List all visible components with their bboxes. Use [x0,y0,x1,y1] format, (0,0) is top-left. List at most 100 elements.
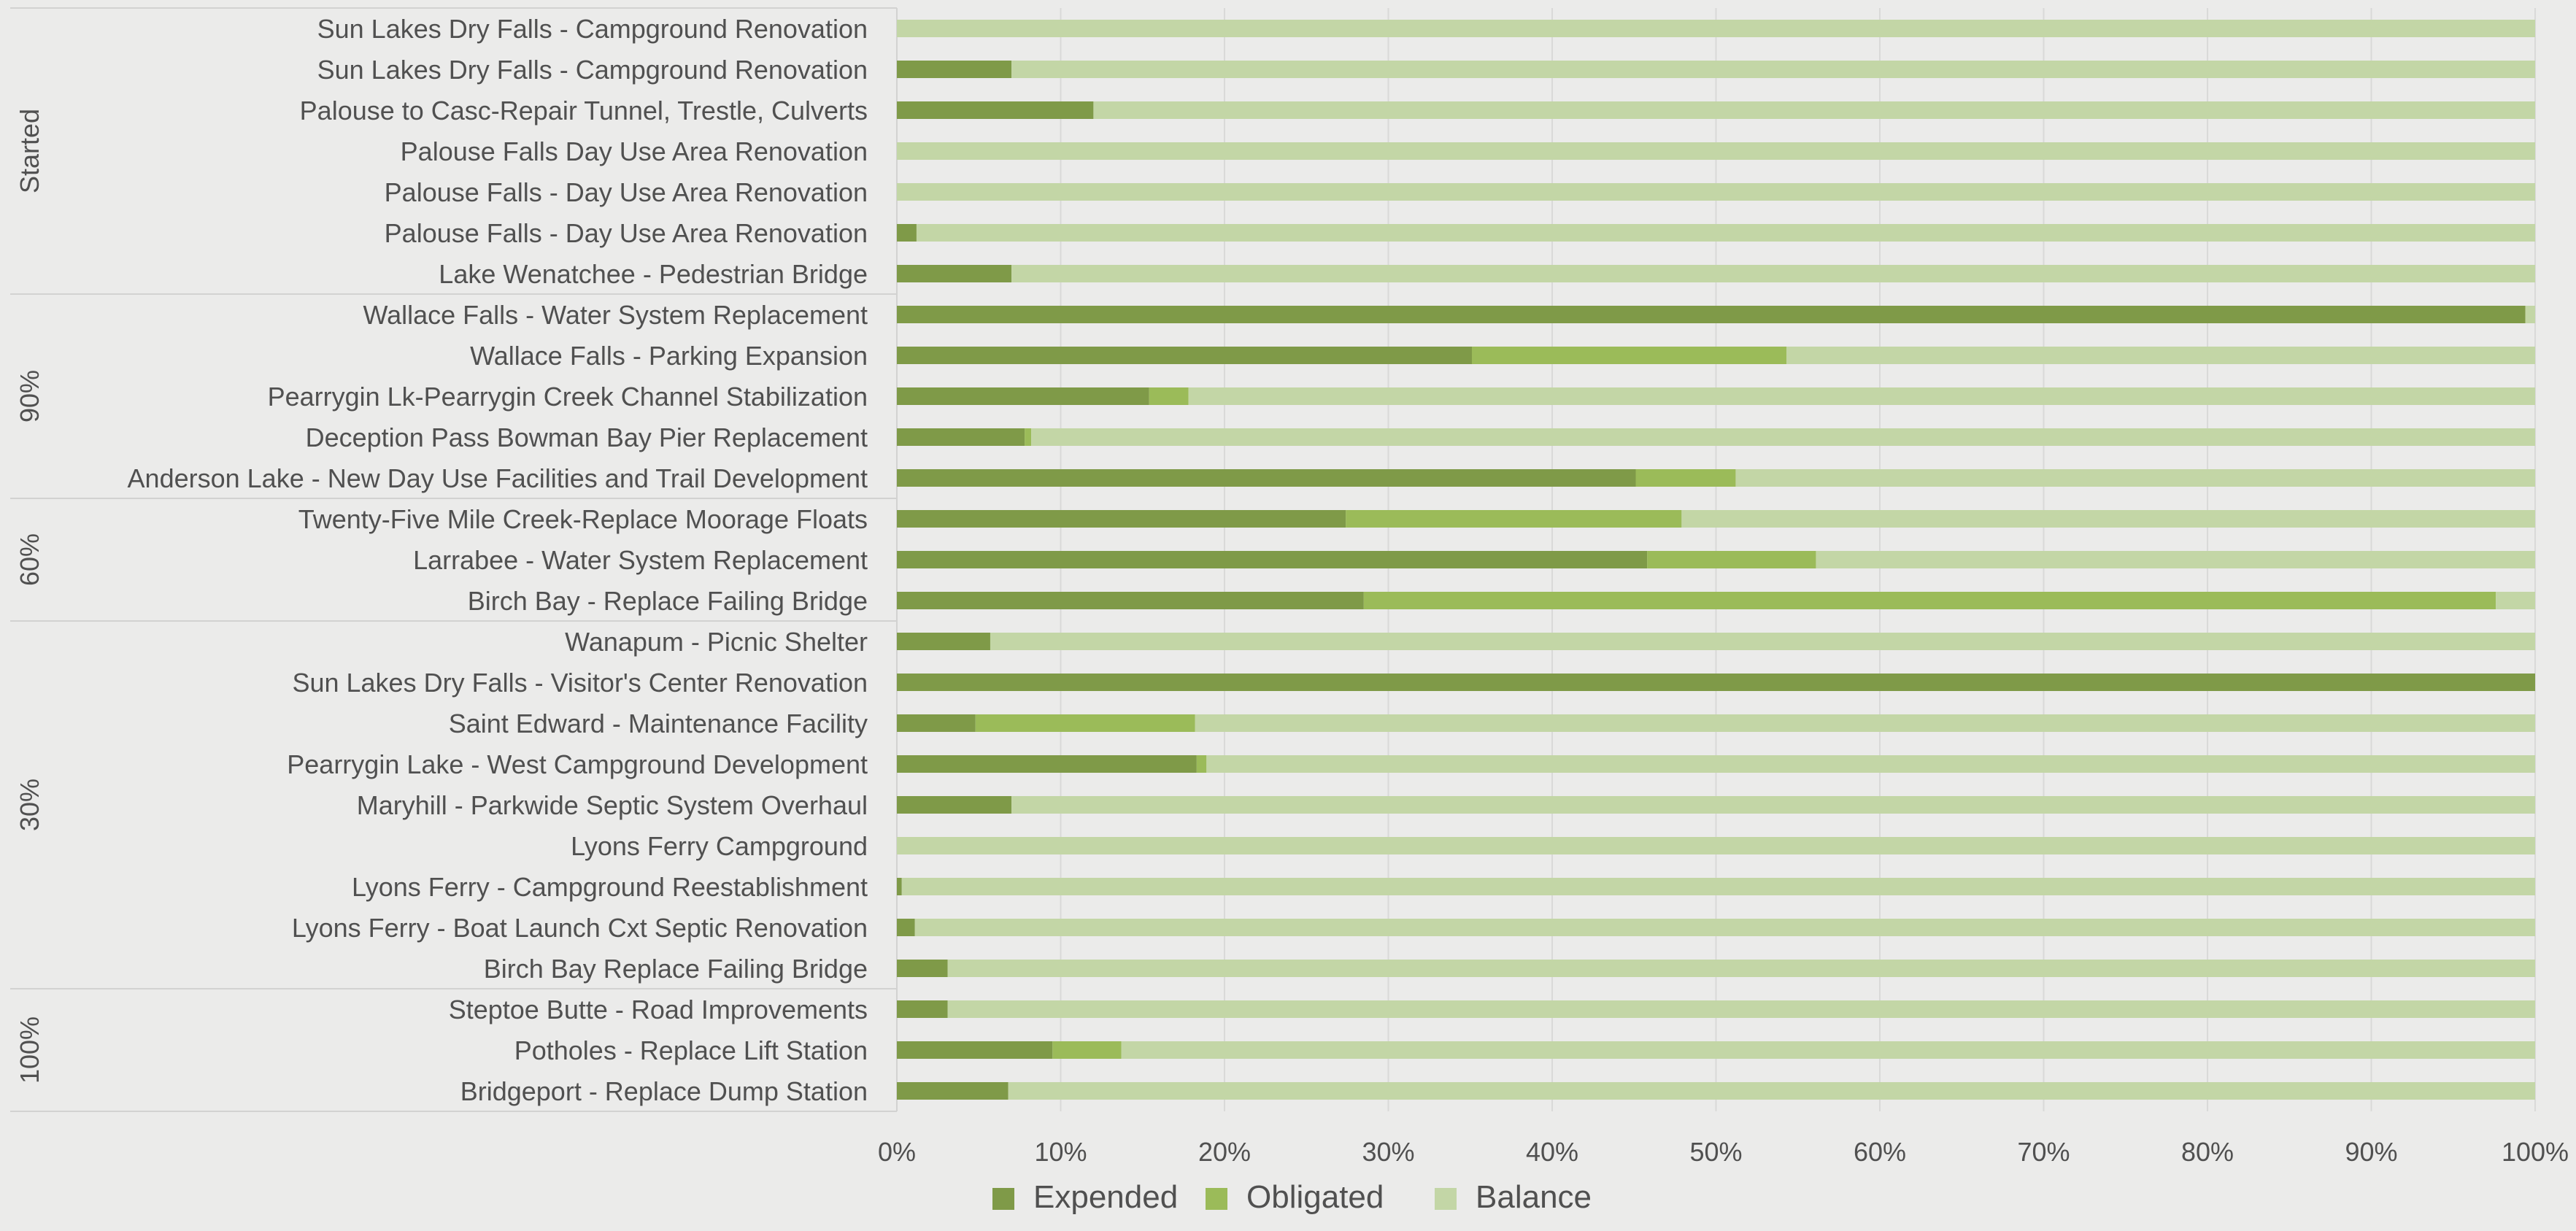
bar-balance [901,878,2536,895]
bar-balance [897,837,2535,854]
bar-expended [897,510,1346,528]
bar-balance [1008,1082,2535,1100]
bar-expended [897,755,1197,773]
bar-expended [897,306,2526,323]
bar-expended [897,919,915,936]
bar-balance [897,20,2535,37]
bars [897,20,2536,1100]
category-labels: Sun Lakes Dry Falls - Campground Renovat… [128,14,868,1106]
bar-balance [947,960,2535,977]
bar-balance [1786,347,2535,364]
bar-balance [1031,428,2536,446]
bar-expended [897,674,2535,691]
legend-swatch-expended [992,1188,1014,1210]
group-label: 60% [15,533,45,586]
x-tick-label: 20% [1198,1137,1251,1167]
bar-obligated [1647,551,1816,568]
bar-expended [897,1000,948,1018]
category-label: Pearrygin Lake - West Campground Develop… [287,749,868,779]
x-tick-label: 50% [1689,1137,1742,1167]
bar-expended [897,592,1364,609]
bar-expended [897,714,976,732]
bar-balance [1093,101,2535,119]
legend-swatch-balance [1435,1188,1457,1210]
bar-obligated [975,714,1195,732]
bar-balance [1735,469,2535,487]
category-label: Potholes - Replace Lift Station [514,1035,868,1065]
category-label: Sun Lakes Dry Falls - Campground Renovat… [317,55,868,85]
bar-expended [897,960,948,977]
bar-expended [897,61,1012,78]
bar-balance [1206,755,2535,773]
bar-balance [1188,387,2535,405]
bar-expended [897,428,1025,446]
bar-expended [897,469,1636,487]
category-label: Palouse Falls - Day Use Area Renovation [385,218,868,248]
category-label: Lyons Ferry Campground [571,831,868,861]
category-label: Anderson Lake - New Day Use Facilities a… [128,463,868,493]
category-label: Wanapum - Picnic Shelter [565,627,868,657]
category-label: Twenty-Five Mile Creek-Replace Moorage F… [298,504,868,534]
x-tick-label: 10% [1034,1137,1087,1167]
category-label: Larrabee - Water System Replacement [413,545,868,575]
bar-expended [897,633,990,650]
bar-balance [897,142,2535,160]
category-label: Steptoe Butte - Road Improvements [449,995,868,1024]
category-label: Lyons Ferry - Boat Launch Cxt Septic Ren… [292,913,868,943]
category-label: Wallace Falls - Water System Replacement [363,300,868,330]
bar-balance [990,633,2536,650]
category-label: Pearrygin Lk-Pearrygin Creek Channel Sta… [268,382,868,412]
group-label: 100% [15,1016,45,1084]
x-tick-labels: 0% 10% 20% 30% 40% 50% 60% 70% 80% 90% 100% [878,1137,2569,1167]
bar-balance [1195,714,2535,732]
bar-balance [1121,1041,2535,1059]
category-label: Lake Wenatchee - Pedestrian Bridge [439,259,868,289]
group-label: 90% [15,370,45,422]
bar-balance [1011,265,2536,282]
category-label: Palouse Falls Day Use Area Renovation [401,136,868,166]
category-label: Palouse to Casc-Repair Tunnel, Trestle, … [300,96,868,126]
category-label: Bridgeport - Replace Dump Station [460,1076,868,1106]
bar-balance [2525,306,2535,323]
group-labels: Started 90% 60% 30% 100% [10,7,897,1112]
legend-label-expended: Expended [1033,1179,1178,1215]
bar-obligated [1149,387,1189,405]
bar-obligated [1471,347,1787,364]
bar-expended [897,551,1648,568]
category-label: Lyons Ferry - Campground Reestablishment [352,872,868,902]
x-tick-label: 60% [1854,1137,1906,1167]
bar-expended [897,878,902,895]
bar-balance [914,919,2536,936]
bar-obligated [1052,1041,1122,1059]
legend-label-balance: Balance [1476,1179,1592,1215]
bar-balance [2496,592,2535,609]
x-tick-label: 0% [878,1137,916,1167]
group-label: Started [15,109,45,193]
x-tick-label: 100% [2502,1137,2569,1167]
bar-obligated [1346,510,1682,528]
group-label: 30% [15,779,45,831]
legend-label-obligated: Obligated [1246,1179,1384,1215]
category-label: Saint Edward - Maintenance Facility [449,709,868,738]
category-label: Birch Bay Replace Failing Bridge [484,954,868,984]
bar-expended [897,796,1012,814]
bar-expended [897,224,917,242]
category-label: Birch Bay - Replace Failing Bridge [468,586,868,616]
bar-balance [947,1000,2535,1018]
bar-balance [1816,551,2535,568]
category-label: Maryhill - Parkwide Septic System Overha… [357,790,868,820]
bar-expended [897,1041,1053,1059]
x-tick-label: 70% [2017,1137,2070,1167]
bar-expended [897,101,1094,119]
legend-swatch-obligated [1206,1188,1227,1210]
category-label: Wallace Falls - Parking Expansion [470,341,868,371]
category-label: Sun Lakes Dry Falls - Campground Renovat… [317,14,868,44]
bar-balance [916,224,2535,242]
bar-balance [1011,796,2536,814]
bar-expended [897,347,1472,364]
category-label: Deception Pass Bowman Bay Pier Replaceme… [306,422,868,452]
category-label: Sun Lakes Dry Falls - Visitor's Center R… [292,668,868,698]
bar-balance [1681,510,2535,528]
